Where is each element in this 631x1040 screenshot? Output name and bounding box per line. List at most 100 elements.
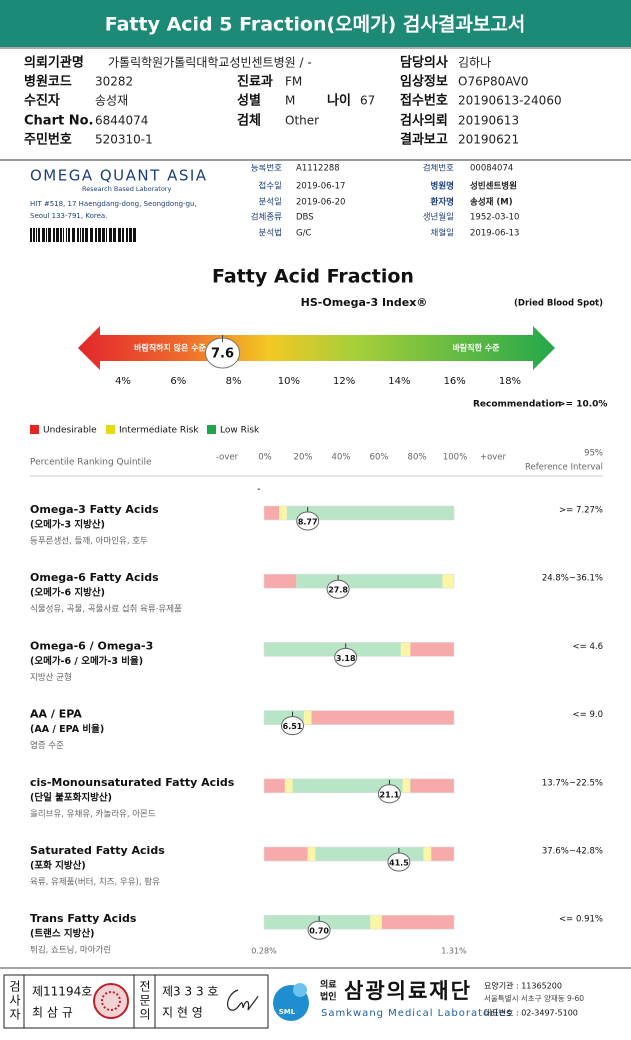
barcode-bar <box>38 228 40 242</box>
org-en: Samkwang Medical Laboratories <box>321 1008 512 1019</box>
index-tick-label: 14% <box>388 376 410 387</box>
barcode-bar <box>48 228 51 242</box>
header-bar <box>0 0 631 47</box>
info-value: 30282 <box>95 75 133 89</box>
ranking-scale-label: +over <box>480 453 507 463</box>
item-value: 0.70 <box>309 927 329 936</box>
barcode-bar <box>60 228 62 242</box>
item-value: 6.51 <box>283 722 303 731</box>
item-name: AA / EPA <box>30 708 82 721</box>
index-value: 7.6 <box>211 347 234 362</box>
info-label: 검체 <box>237 114 261 129</box>
seal <box>101 991 121 1011</box>
barcode-bar <box>98 228 101 242</box>
index-tick-label: 6% <box>170 376 186 387</box>
lab-address: HIT #518, 17 Haengdang-dong, Seongdong-g… <box>30 200 197 208</box>
org-logo-text: SML <box>279 1008 296 1016</box>
lab-field-label: 채혈일 <box>431 228 454 239</box>
item-value: 3.18 <box>336 654 356 663</box>
info-label: 병원코드 <box>24 74 72 90</box>
org-phone: 대표번호 : 02-3497-5100 <box>484 1009 578 1018</box>
item-name: Trans Fatty Acids <box>30 912 137 925</box>
bar-outline <box>263 710 455 725</box>
info-label: 성별 <box>237 93 261 109</box>
info-value: M <box>285 94 295 108</box>
barcode-bar <box>77 228 79 242</box>
index-tick-label: 4% <box>115 376 131 387</box>
report-title: Fatty Acid Fraction <box>212 266 414 288</box>
barcode-bar <box>85 228 88 242</box>
org-type: 법인 <box>320 991 337 1003</box>
bar-segment <box>410 778 454 793</box>
barcode-bar <box>30 228 32 242</box>
value-marker <box>307 920 331 940</box>
info-value: FM <box>285 75 302 89</box>
item-korean: (오메가-6 / 오메가-3 비율) <box>30 655 143 667</box>
item-reference: >= 7.27% <box>559 506 603 516</box>
lab-tagline: Research Based Laboratory <box>82 185 171 193</box>
barcode-bar <box>46 228 47 242</box>
item-korean: (오메가-6 지방산) <box>30 587 105 599</box>
info-label: 접수번호 <box>400 93 448 109</box>
ranking-scale-label: 0% <box>258 453 272 463</box>
item-value: 41.5 <box>389 859 409 868</box>
header-title: Fatty Acid 5 Fraction(오메가) 검사결과보고서 <box>105 14 526 36</box>
bar-segment <box>264 574 297 589</box>
recommendation-value: >= 10.0% <box>558 400 607 410</box>
info-label: 수진자 <box>24 93 60 109</box>
legend-swatch <box>207 425 216 434</box>
item-value: 8.77 <box>298 518 318 527</box>
index-arrow <box>78 326 555 370</box>
item-reference: 13.7%~22.5% <box>542 778 603 788</box>
signature <box>227 989 259 1011</box>
lab-field-value: 1952-03-10 <box>470 213 519 223</box>
item-name: Omega-6 Fatty Acids <box>30 571 159 584</box>
legend-label: Low Risk <box>220 426 260 436</box>
vertical-title: 전문의 <box>138 980 152 1022</box>
barcode-bar <box>126 228 128 242</box>
lab-field-value: 00084074 <box>470 164 513 174</box>
item-name: Omega-3 Fatty Acids <box>30 503 159 516</box>
item-foods: 등푸른생선, 들깨, 아마인유, 호두 <box>30 536 148 547</box>
item-foods: 올리브유, 유채유, 카놀라유, 아몬드 <box>30 808 156 819</box>
legend-label: Intermediate Risk <box>119 426 199 436</box>
bar-segment <box>286 506 454 520</box>
item-korean: (단일 불포화지방산) <box>30 791 112 803</box>
bar-segment <box>402 778 411 793</box>
item-reference: <= 9.0 <box>573 710 603 720</box>
ranking-scale-label: 40% <box>332 453 351 463</box>
barcode-bar <box>118 228 121 242</box>
lab-field-label: 분석일 <box>259 197 282 208</box>
lab-field-label: 병원명 <box>431 181 454 192</box>
info-value: 6844074 <box>95 114 148 128</box>
bar-segment <box>264 642 401 657</box>
dash: - <box>257 484 261 495</box>
barcode-bar <box>106 228 107 242</box>
lab-field-label: 접수일 <box>259 181 282 192</box>
value-marker <box>377 784 401 804</box>
bar-segment <box>264 847 308 861</box>
lab-field-value: 성빈센트병원 <box>470 181 517 192</box>
lab-field-label: 환자명 <box>431 197 454 208</box>
md-name: 지 현 영 <box>162 1006 203 1020</box>
item-reference: <= 0.91% <box>559 915 603 925</box>
md-no: 제3 3 3 호 <box>162 985 218 999</box>
info-value: 520310-1 <box>95 133 153 147</box>
barcode-bar <box>33 228 35 242</box>
bar-segment <box>311 710 454 725</box>
info-label: 주민번호 <box>24 132 72 148</box>
barcode-bar <box>102 228 105 242</box>
tester-name: 최 삼 규 <box>32 1006 73 1020</box>
item-reference: 37.6%~42.8% <box>542 847 603 857</box>
org-code: 요양기관 : 11365200 <box>484 981 562 991</box>
info-label: 임상정보 <box>400 74 448 90</box>
info-label: 검사의뢰 <box>400 113 448 129</box>
info-label: 나이 <box>327 93 351 109</box>
bar-outline <box>263 778 455 794</box>
ranking-scale-label: 60% <box>370 453 389 463</box>
lab-field-label: 검체종류 <box>251 212 282 223</box>
lab-field-label: 등록번호 <box>251 164 282 174</box>
legend-swatch <box>30 425 39 434</box>
barcode-bar <box>36 228 37 242</box>
